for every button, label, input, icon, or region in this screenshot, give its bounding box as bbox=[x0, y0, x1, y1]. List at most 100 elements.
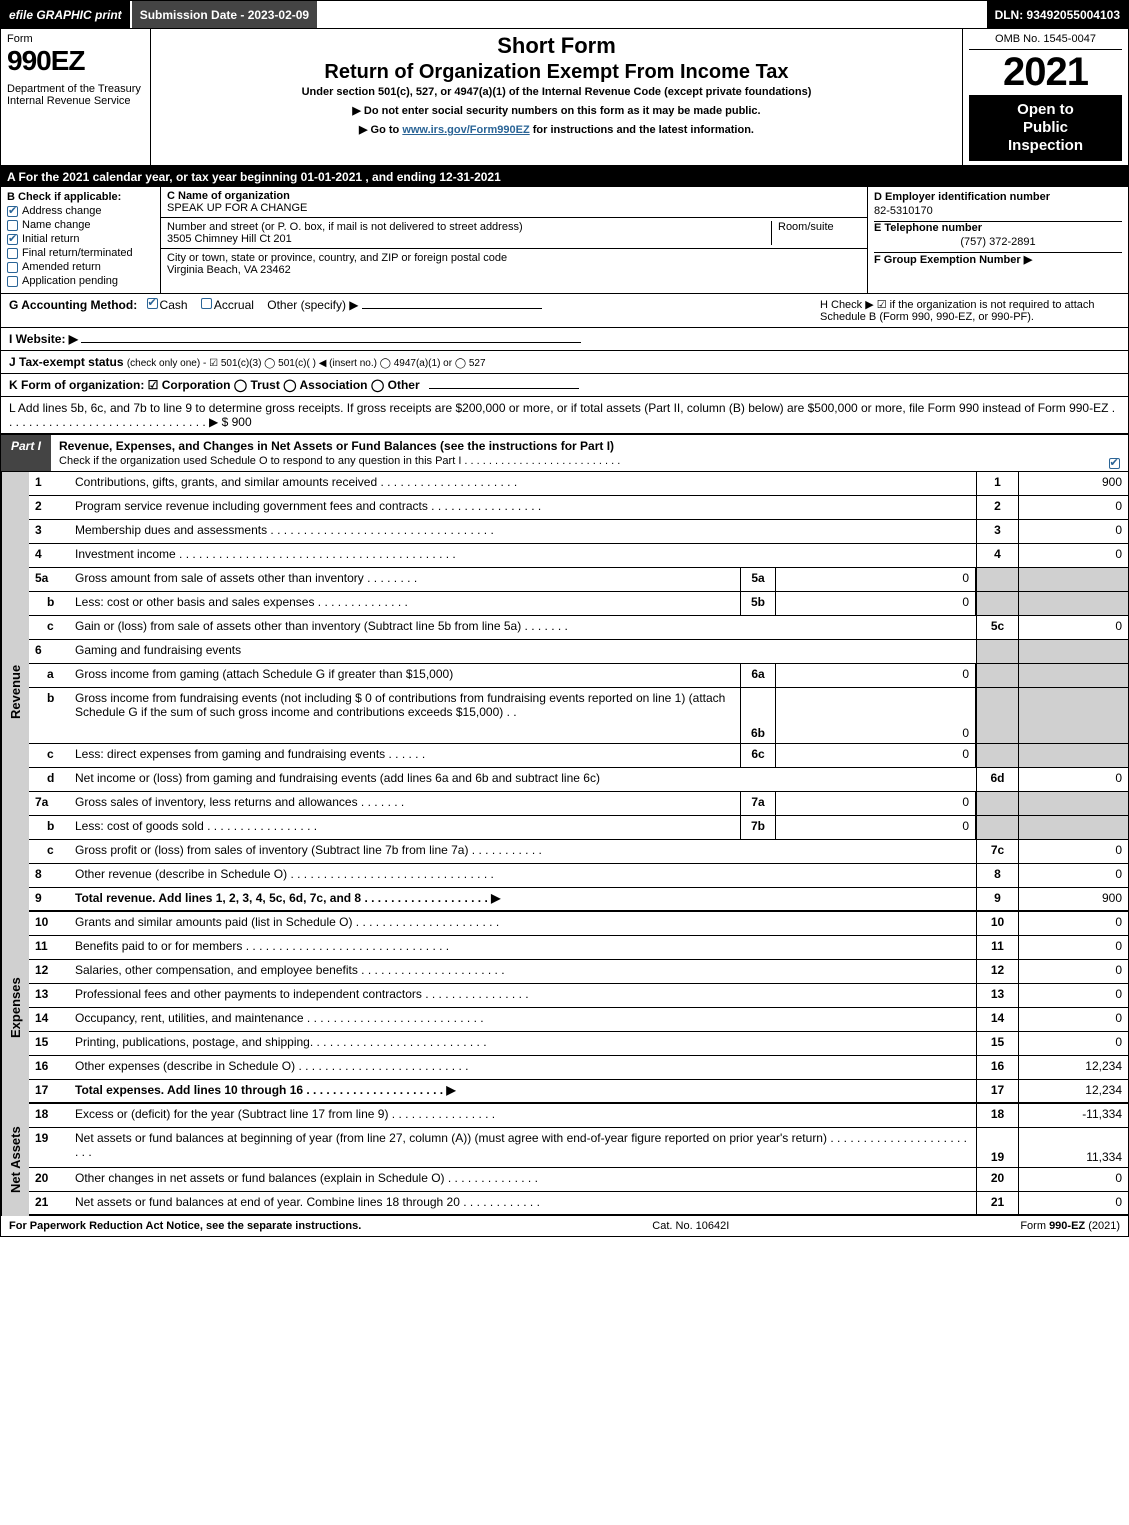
other-specify-input[interactable] bbox=[362, 308, 542, 309]
header-center: Short Form Return of Organization Exempt… bbox=[151, 29, 963, 165]
ln-num: 16 bbox=[29, 1056, 71, 1079]
part-1-header: Part I Revenue, Expenses, and Changes in… bbox=[1, 434, 1128, 472]
col-b-heading: B Check if applicable: bbox=[7, 191, 154, 203]
ln-val: 900 bbox=[1018, 888, 1128, 910]
sub-ref: 7b bbox=[740, 816, 776, 839]
col-b-checkboxes: B Check if applicable: Address change Na… bbox=[1, 187, 161, 293]
street-value: 3505 Chimney Hill Ct 201 bbox=[167, 233, 771, 245]
form-990ez-page: efile GRAPHIC print Submission Date - 20… bbox=[0, 0, 1129, 1237]
revenue-section: Revenue 1Contributions, gifts, grants, a… bbox=[1, 472, 1128, 912]
ln-num: 10 bbox=[29, 912, 71, 935]
sub-val: 0 bbox=[776, 664, 976, 687]
ln-num: 1 bbox=[29, 472, 71, 495]
ln-desc: Professional fees and other payments to … bbox=[71, 984, 976, 1007]
checkbox-accrual[interactable] bbox=[201, 298, 212, 309]
ln-val: 0 bbox=[1018, 936, 1128, 959]
checkbox-initial-return[interactable] bbox=[7, 234, 18, 245]
col-d-identifiers: D Employer identification number 82-5310… bbox=[868, 187, 1128, 293]
part-1-title-text: Revenue, Expenses, and Changes in Net As… bbox=[59, 439, 614, 453]
page-footer: For Paperwork Reduction Act Notice, see … bbox=[1, 1216, 1128, 1236]
checkbox-name-change[interactable] bbox=[7, 220, 18, 231]
checkbox-address-change[interactable] bbox=[7, 206, 18, 217]
ln-num: 17 bbox=[29, 1080, 71, 1102]
ln-ref: 19 bbox=[976, 1128, 1018, 1167]
efile-graphic-print-button[interactable]: efile GRAPHIC print bbox=[1, 1, 130, 28]
ln-val: 0 bbox=[1018, 616, 1128, 639]
ln-num: 13 bbox=[29, 984, 71, 1007]
shaded-cell bbox=[976, 664, 1018, 687]
ln-num: 7a bbox=[29, 792, 71, 815]
shaded-cell bbox=[1018, 664, 1128, 687]
form-number: 990EZ bbox=[7, 45, 144, 77]
side-label-net-assets: Net Assets bbox=[1, 1104, 29, 1216]
shaded-cell bbox=[976, 816, 1018, 839]
form-ref-post: (2021) bbox=[1085, 1220, 1120, 1232]
ln-desc: Gross sales of inventory, less returns a… bbox=[71, 792, 740, 815]
ln-num: c bbox=[29, 616, 71, 639]
ln-ref: 6d bbox=[976, 768, 1018, 791]
tax-year: 2021 bbox=[969, 50, 1122, 95]
ln-val: 0 bbox=[1018, 768, 1128, 791]
submission-date-label: Submission Date - 2023-02-09 bbox=[130, 1, 319, 28]
ln-desc: Benefits paid to or for members . . . . … bbox=[71, 936, 976, 959]
city-value: Virginia Beach, VA 23462 bbox=[167, 264, 861, 276]
form-header: Form 990EZ Department of the Treasury In… bbox=[1, 29, 1128, 167]
form-ref-footer: Form 990-EZ (2021) bbox=[1020, 1220, 1120, 1232]
irs-link[interactable]: www.irs.gov/Form990EZ bbox=[402, 124, 529, 136]
group-exemption-label: F Group Exemption Number ▶ bbox=[874, 253, 1122, 266]
ln-ref: 13 bbox=[976, 984, 1018, 1007]
gross-receipts-row: L Add lines 5b, 6c, and 7b to line 9 to … bbox=[1, 397, 1128, 434]
website-input[interactable] bbox=[81, 342, 581, 343]
form-of-org-row: K Form of organization: ☑ Corporation ◯ … bbox=[1, 374, 1128, 397]
ln-val: 0 bbox=[1018, 984, 1128, 1007]
info-grid: B Check if applicable: Address change Na… bbox=[1, 187, 1128, 294]
shaded-cell bbox=[1018, 744, 1128, 767]
instr-post: for instructions and the latest informat… bbox=[530, 124, 754, 136]
ln-ref: 16 bbox=[976, 1056, 1018, 1079]
shaded-cell bbox=[1018, 816, 1128, 839]
shaded-cell bbox=[1018, 792, 1128, 815]
room-suite-label: Room/suite bbox=[771, 221, 861, 245]
ln-desc: Gross amount from sale of assets other t… bbox=[71, 568, 740, 591]
ln-desc: Less: direct expenses from gaming and fu… bbox=[71, 744, 740, 767]
label-other: Other (specify) ▶ bbox=[267, 298, 358, 312]
checkbox-schedule-o-part1[interactable] bbox=[1109, 458, 1120, 469]
label-amended-return: Amended return bbox=[22, 261, 101, 273]
label-name-change: Name change bbox=[22, 219, 91, 231]
k-other-input[interactable] bbox=[429, 388, 579, 389]
ln-desc: Gain or (loss) from sale of assets other… bbox=[71, 616, 976, 639]
ln-desc: Other changes in net assets or fund bala… bbox=[71, 1168, 976, 1191]
tax-exempt-status-row: J Tax-exempt status (check only one) - ☑… bbox=[1, 351, 1128, 374]
ln-num: 3 bbox=[29, 520, 71, 543]
ln-desc: Excess or (deficit) for the year (Subtra… bbox=[71, 1104, 976, 1127]
j-options: (check only one) - ☑ 501(c)(3) ◯ 501(c)(… bbox=[127, 358, 486, 369]
checkbox-final-return[interactable] bbox=[7, 248, 18, 259]
i-label: I Website: ▶ bbox=[9, 332, 78, 346]
checkbox-cash[interactable] bbox=[147, 298, 158, 309]
ln-num: 19 bbox=[29, 1128, 71, 1167]
ln-ref: 21 bbox=[976, 1192, 1018, 1214]
label-application-pending: Application pending bbox=[22, 275, 118, 287]
ln-ref: 12 bbox=[976, 960, 1018, 983]
sub-val: 0 bbox=[776, 816, 976, 839]
shaded-cell bbox=[976, 640, 1018, 663]
checkbox-amended-return[interactable] bbox=[7, 262, 18, 273]
ln-ref: 15 bbox=[976, 1032, 1018, 1055]
ln-desc: Investment income . . . . . . . . . . . … bbox=[71, 544, 976, 567]
ln-ref: 20 bbox=[976, 1168, 1018, 1191]
ln-desc: Total revenue. Add lines 1, 2, 3, 4, 5c,… bbox=[71, 888, 976, 910]
ln-ref: 14 bbox=[976, 1008, 1018, 1031]
ln-val: 0 bbox=[1018, 544, 1128, 567]
ln-desc: Gross profit or (loss) from sales of inv… bbox=[71, 840, 976, 863]
website-row: I Website: ▶ bbox=[1, 328, 1128, 351]
part-1-check-cell bbox=[1100, 435, 1128, 471]
sub-val: 0 bbox=[776, 688, 976, 743]
department-text: Department of the Treasury Internal Reve… bbox=[7, 83, 144, 107]
ln-val: 900 bbox=[1018, 472, 1128, 495]
open-to-public-box: Open to Public Inspection bbox=[969, 95, 1122, 161]
ln-num: 18 bbox=[29, 1104, 71, 1127]
ln-desc: Gross income from fundraising events (no… bbox=[71, 688, 740, 743]
tel-value: (757) 372-2891 bbox=[874, 234, 1122, 253]
checkbox-application-pending[interactable] bbox=[7, 276, 18, 287]
shaded-cell bbox=[1018, 592, 1128, 615]
